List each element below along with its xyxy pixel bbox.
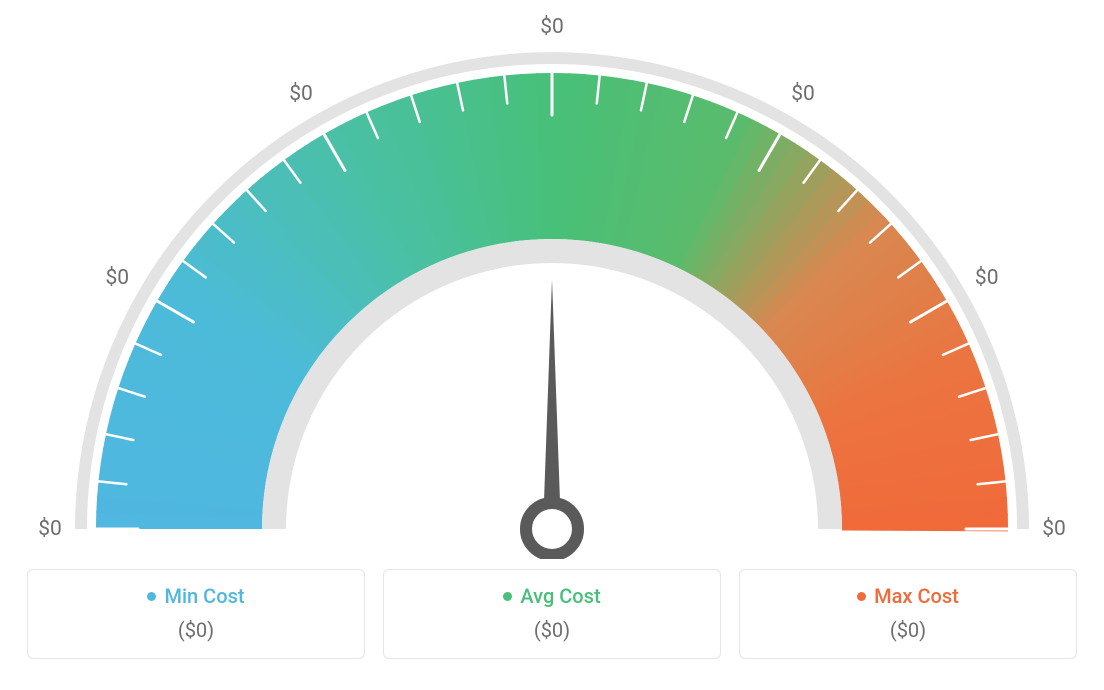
legend-card-min: Min Cost ($0): [27, 569, 365, 659]
legend-card-max: Max Cost ($0): [739, 569, 1077, 659]
gauge-chart: $0 $0 $0 $0 $0 $0 $0: [27, 14, 1077, 559]
gauge-tick-label: $0: [791, 82, 815, 106]
legend-text-max: Max Cost: [874, 584, 959, 608]
legend-text-avg: Avg Cost: [520, 584, 600, 608]
gauge-tick-label: $0: [105, 266, 129, 290]
legend-card-avg: Avg Cost ($0): [383, 569, 721, 659]
gauge-tick-label: $0: [289, 82, 313, 106]
legend-dot-avg: [503, 592, 512, 601]
legend-dot-max: [857, 592, 866, 601]
gauge-svg: [27, 14, 1077, 559]
legend-row: Min Cost ($0) Avg Cost ($0) Max Cost ($0…: [27, 569, 1077, 659]
legend-value-avg: ($0): [534, 618, 570, 642]
legend-label-avg: Avg Cost: [503, 584, 600, 608]
legend-text-min: Min Cost: [164, 584, 244, 608]
gauge-tick-label: $0: [975, 266, 999, 290]
legend-label-max: Max Cost: [857, 584, 959, 608]
legend-dot-min: [147, 592, 156, 601]
gauge-tick-label: $0: [38, 517, 62, 541]
legend-label-min: Min Cost: [147, 584, 244, 608]
cost-gauge-container: $0 $0 $0 $0 $0 $0 $0 Min Cost ($0) Avg Cost ($…: [0, 0, 1104, 690]
gauge-tick-label: $0: [540, 15, 564, 39]
gauge-tick-label: $0: [1042, 517, 1066, 541]
legend-value-max: ($0): [890, 618, 926, 642]
legend-value-min: ($0): [178, 618, 214, 642]
